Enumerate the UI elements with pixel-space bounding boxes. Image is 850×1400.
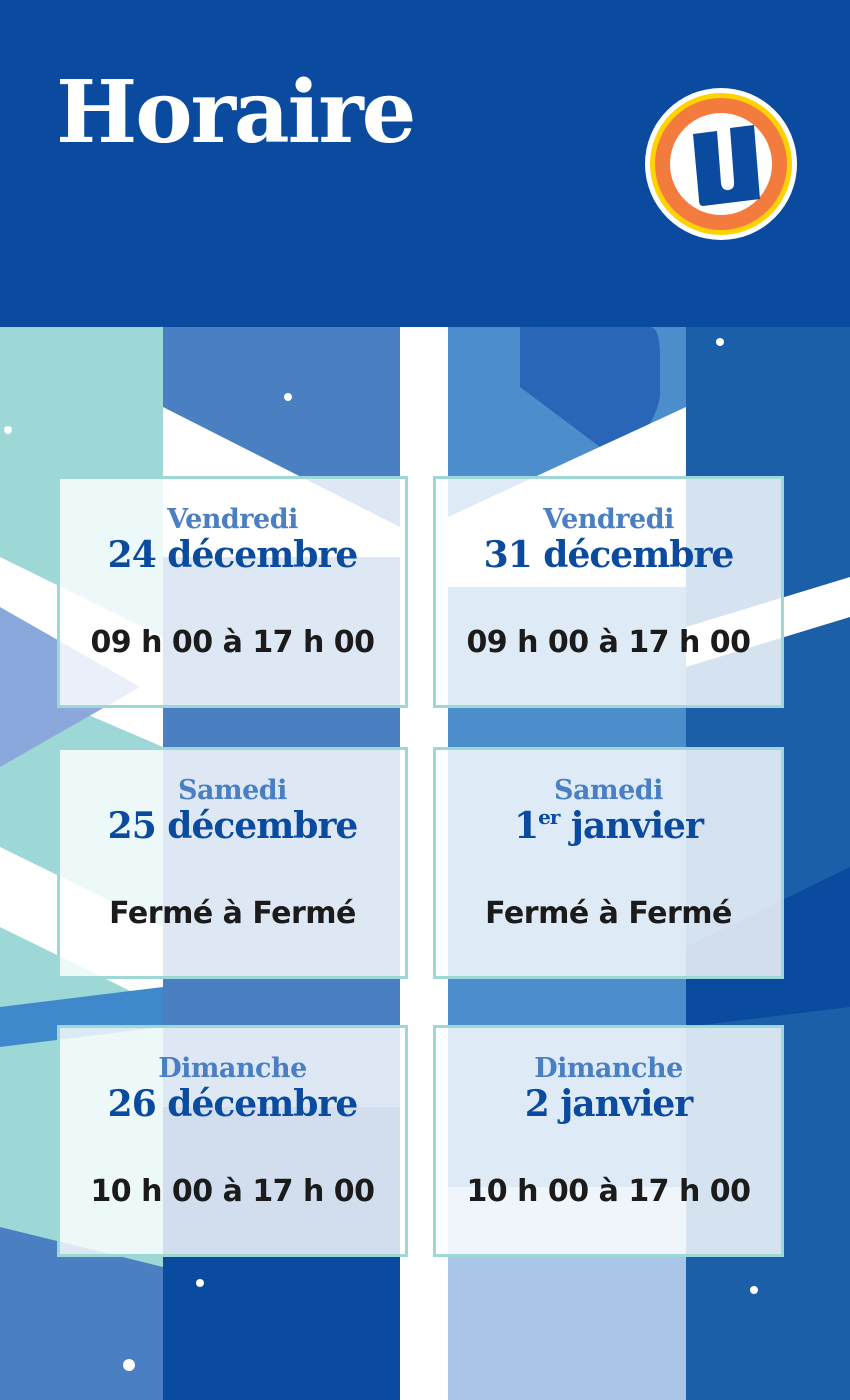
schedule-card: Vendredi 31 décembre 09 h 00 à 17 h 00 [433, 476, 784, 708]
date-ordinal: er [538, 805, 560, 829]
hours-label: 09 h 00 à 17 h 00 [90, 625, 375, 660]
hours-label: 09 h 00 à 17 h 00 [466, 625, 751, 660]
date-label: 25 décembre [107, 805, 359, 847]
day-label: Samedi [554, 775, 663, 806]
schedule-card: Dimanche 26 décembre 10 h 00 à 17 h 00 [57, 1025, 408, 1257]
date-number: 1 [514, 805, 539, 847]
schedule-card: Samedi 25 décembre Fermé à Fermé [57, 747, 408, 979]
day-label: Samedi [178, 775, 287, 806]
date-month: janvier [559, 805, 704, 847]
schedule-card: Vendredi 24 décembre 09 h 00 à 17 h 00 [57, 476, 408, 708]
date-label: 31 décembre [483, 534, 735, 576]
schedule-card: Dimanche 2 janvier 10 h 00 à 17 h 00 [433, 1025, 784, 1257]
date-label: 26 décembre [107, 1083, 359, 1125]
page-title: Horaire [56, 62, 416, 163]
schedule-card: Samedi 1er janvier Fermé à Fermé [433, 747, 784, 979]
day-label: Dimanche [534, 1053, 683, 1084]
hours-label: 10 h 00 à 17 h 00 [90, 1174, 375, 1209]
hours-label: Fermé à Fermé [109, 896, 356, 931]
day-label: Vendredi [543, 504, 674, 535]
header: Horaire [0, 0, 850, 327]
day-label: Vendredi [167, 504, 298, 535]
day-label: Dimanche [158, 1053, 307, 1084]
date-label: 24 décembre [107, 534, 359, 576]
date-label: 1er janvier [436, 806, 781, 846]
hours-label: 10 h 00 à 17 h 00 [466, 1174, 751, 1209]
hours-label: Fermé à Fermé [485, 896, 732, 931]
date-label: 2 janvier [524, 1083, 694, 1125]
u-logo-icon [645, 88, 797, 240]
